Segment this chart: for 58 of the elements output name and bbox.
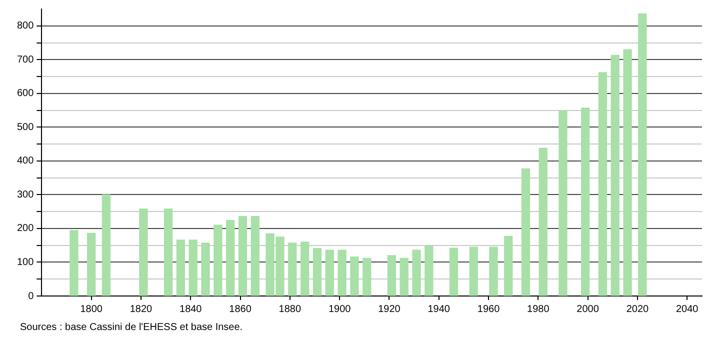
- bar: [201, 242, 210, 296]
- y-tick-label: 100: [16, 256, 34, 268]
- bar: [489, 246, 498, 296]
- bar: [102, 194, 111, 296]
- bar: [87, 232, 96, 296]
- bar: [362, 258, 372, 296]
- x-tick-label: 1800: [80, 304, 103, 315]
- bar: [214, 224, 222, 296]
- bar: [449, 248, 458, 296]
- bar: [424, 246, 434, 296]
- x-tick-label: 1880: [278, 304, 302, 315]
- x-tick-label: 2040: [676, 304, 699, 315]
- bar: [521, 168, 530, 296]
- bar: [338, 250, 346, 296]
- bar: [350, 256, 359, 296]
- bar: [70, 230, 78, 296]
- x-tick-label: 1820: [130, 304, 153, 315]
- bar: [598, 72, 608, 296]
- x-tick-label: 2000: [576, 304, 600, 315]
- x-tick-label: 1960: [477, 304, 500, 315]
- x-tick-label: 1840: [180, 304, 202, 315]
- bar: [226, 220, 235, 296]
- bar: [300, 242, 310, 296]
- x-tick-label: 1860: [229, 304, 252, 315]
- bar: [623, 49, 632, 296]
- bar: [610, 54, 620, 296]
- bar: [250, 216, 260, 296]
- y-tick-label: 200: [16, 223, 34, 234]
- bar: [638, 13, 647, 296]
- y-tick-label: 700: [16, 54, 34, 66]
- bar: [400, 258, 408, 296]
- bar: [288, 242, 297, 296]
- bar: [238, 216, 248, 296]
- x-tick-label: 1920: [378, 304, 401, 315]
- y-tick-label: 600: [16, 88, 34, 100]
- bar: [504, 236, 513, 296]
- x-tick-label: 1940: [428, 304, 450, 315]
- bar: [580, 108, 590, 296]
- x-tick-label: 1980: [527, 304, 550, 315]
- source-note: Sources : base Cassini de l'EHESS et base Insee.: [20, 322, 243, 333]
- bar: [387, 255, 396, 296]
- y-tick-label: 800: [16, 20, 34, 32]
- bar: [176, 240, 186, 296]
- bar: [412, 250, 421, 296]
- bar: [469, 246, 478, 296]
- y-tick-label: 0: [28, 290, 34, 302]
- bar: [538, 148, 548, 296]
- x-tick-label: 2020: [626, 304, 650, 315]
- bar: [312, 248, 322, 296]
- bar: [325, 250, 334, 296]
- bar: [558, 110, 568, 296]
- bar: [188, 240, 198, 296]
- x-tick-label: 1900: [328, 304, 352, 315]
- y-tick-label: 300: [16, 189, 34, 200]
- y-tick-label: 500: [16, 122, 34, 133]
- bar: [164, 208, 173, 296]
- bar: [139, 208, 148, 296]
- y-tick-label: 400: [16, 156, 34, 167]
